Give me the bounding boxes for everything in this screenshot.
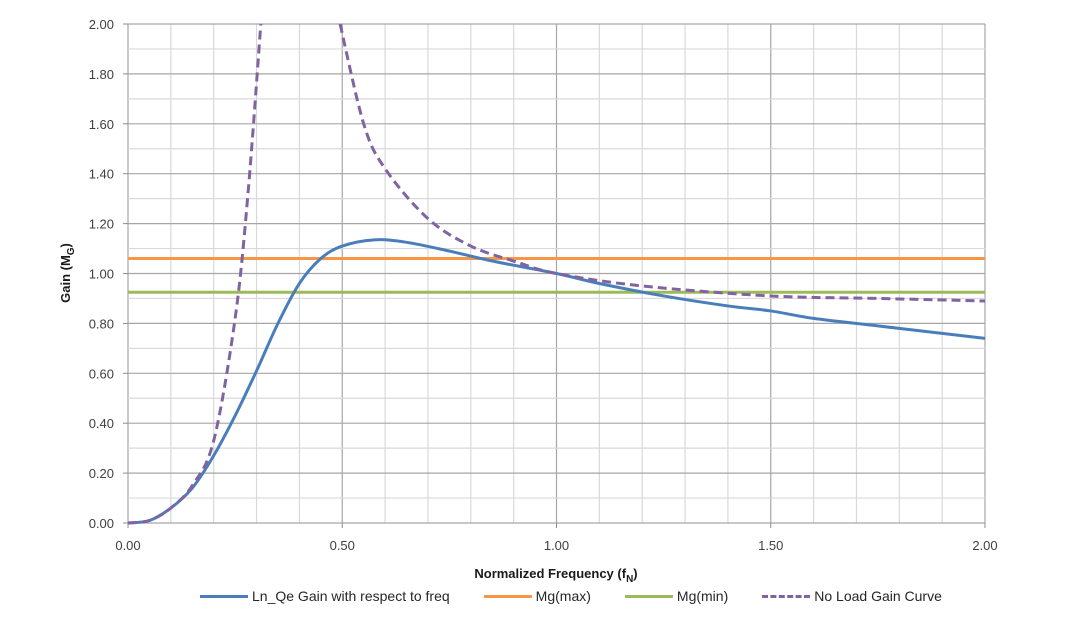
grid-lines: [127, 23, 986, 524]
svg-text:1.80: 1.80: [89, 67, 114, 82]
svg-text:0.20: 0.20: [89, 466, 114, 481]
svg-text:0.00: 0.00: [115, 538, 140, 553]
x-axis-title: Normalized Frequency (fN): [474, 566, 637, 585]
legend-label: Mg(min): [676, 588, 729, 604]
legend-swatch: [483, 594, 532, 598]
legend-label: No Load Gain Curve: [814, 588, 942, 604]
legend-label: Ln_Qe Gain with respect to freq: [252, 588, 450, 604]
plot-series: [127, 23, 986, 525]
legend: Ln_Qe Gain with respect to freq Mg(max) …: [200, 588, 976, 604]
svg-text:0.50: 0.50: [330, 538, 355, 553]
legend-item-mg-min: Mg(min): [624, 588, 729, 604]
legend-item-mg-max: Mg(max): [483, 588, 591, 604]
svg-text:2.00: 2.00: [972, 538, 997, 553]
y-axis-title: Gain (MG): [58, 243, 77, 303]
svg-text:1.50: 1.50: [758, 538, 783, 553]
legend-swatch: [200, 594, 248, 598]
legend-swatch: [762, 594, 811, 598]
svg-text:2.00: 2.00: [89, 17, 114, 32]
legend-item-no-load: No Load Gain Curve: [762, 588, 942, 604]
y-axis-ticks: 0.00 0.20 0.40 0.60 0.80 1.00 1.20 1.40 1.60 1.80…: [89, 17, 128, 531]
svg-text:1.00: 1.00: [544, 538, 569, 553]
svg-text:0.60: 0.60: [89, 366, 114, 381]
svg-text:0.40: 0.40: [89, 416, 114, 431]
svg-text:1.00: 1.00: [89, 267, 114, 282]
svg-text:0.80: 0.80: [89, 316, 114, 331]
svg-text:1.40: 1.40: [89, 167, 114, 182]
legend-swatch: [624, 594, 673, 598]
legend-label: Mg(max): [535, 588, 591, 604]
svg-text:1.20: 1.20: [89, 217, 114, 232]
svg-text:0.00: 0.00: [89, 516, 114, 531]
legend-item-ln-qe-gain: Ln_Qe Gain with respect to freq: [200, 588, 450, 604]
svg-text:1.60: 1.60: [89, 117, 114, 132]
x-axis-ticks: 0.00 0.50 1.00 1.50 2.00: [115, 523, 998, 553]
